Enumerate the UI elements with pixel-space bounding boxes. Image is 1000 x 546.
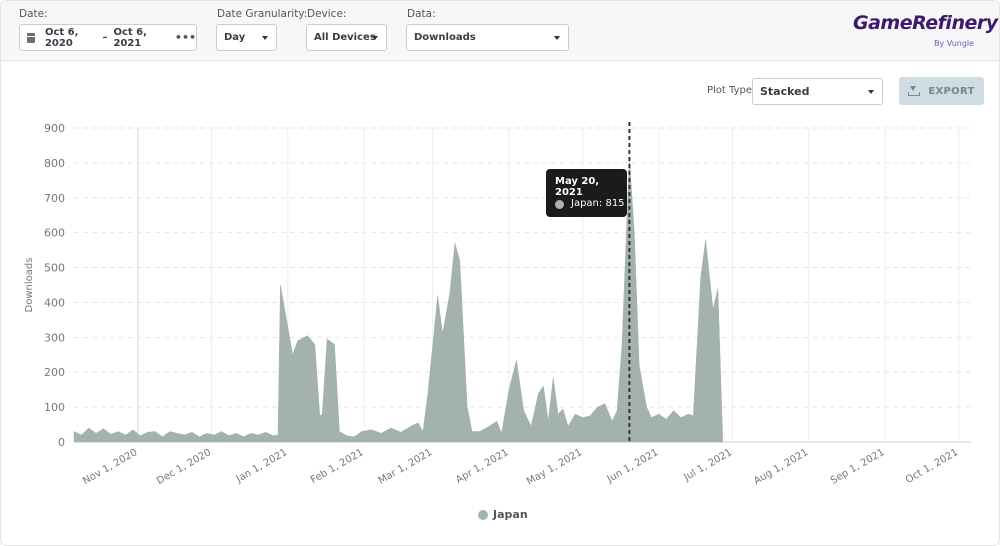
area-japan xyxy=(73,157,724,443)
x-tick-label: Sep 1, 2021 xyxy=(829,447,887,487)
tooltip-date: May 20, 2021 xyxy=(555,176,600,198)
device-select[interactable]: All Devices xyxy=(306,24,387,51)
x-tick-label: Apr 1, 2021 xyxy=(454,447,510,486)
date-start: Oct 6, 2020 xyxy=(44,26,79,49)
device-label: Device: xyxy=(307,8,347,20)
x-tick-label: Aug 1, 2021 xyxy=(752,447,810,487)
y-axis-ticks: 0 100 200 300 400 500 600 700 800 900 xyxy=(44,122,65,449)
date-label: Date: xyxy=(19,8,48,20)
filter-bar: Date: Oct 6, 2020 – Oct 6, 2021 ••• Date… xyxy=(1,1,999,61)
plot-type-value: Stacked xyxy=(760,85,810,98)
x-tick-label: Jun 1, 2021 xyxy=(605,447,661,486)
y-tick-label: 300 xyxy=(44,331,65,344)
chart-legend[interactable]: Japan xyxy=(478,508,528,521)
x-axis-ticks: Nov 1, 2020 Dec 1, 2020 Jan 1, 2021 Feb 1, … xyxy=(81,447,960,488)
data-select[interactable]: Downloads xyxy=(406,24,569,51)
y-tick-label: 400 xyxy=(44,296,65,309)
y-tick-label: 100 xyxy=(44,401,65,414)
y-tick-label: 900 xyxy=(44,122,65,135)
y-tick-label: 700 xyxy=(44,192,65,205)
x-tick-label: Jan 1, 2021 xyxy=(234,447,290,485)
y-axis-label: Downloads xyxy=(24,258,35,313)
x-tick-label: Oct 1, 2021 xyxy=(904,447,960,486)
plot-type-label: Plot Type: xyxy=(707,85,756,96)
x-tick-label: Feb 1, 2021 xyxy=(309,447,366,486)
tooltip-series-dot xyxy=(555,200,564,209)
calendar-icon xyxy=(27,32,37,43)
chart-tooltip: May 20, 2021 Japan: 815 xyxy=(546,169,627,217)
y-tick-label: 600 xyxy=(44,227,65,240)
grid-lines xyxy=(74,127,971,443)
granularity-select[interactable]: Day xyxy=(216,24,277,51)
brand-subtitle: By Vungle xyxy=(934,39,975,48)
date-end: Oct 6, 2021 xyxy=(113,26,147,49)
legend-label-japan: Japan xyxy=(493,508,528,521)
plot-type-select[interactable]: Stacked xyxy=(752,78,883,105)
date-range-picker[interactable]: Oct 6, 2020 – Oct 6, 2021 ••• xyxy=(19,24,197,51)
chevron-down-icon xyxy=(554,36,560,40)
x-tick-label: Nov 1, 2020 xyxy=(81,447,139,487)
date-separator: – xyxy=(102,32,108,43)
export-button[interactable]: EXPORT xyxy=(899,77,984,105)
data-value: Downloads xyxy=(414,32,476,43)
x-tick-label: Mar 1, 2021 xyxy=(377,447,435,487)
brand-logo: GameRefinery xyxy=(853,12,998,34)
chevron-down-icon xyxy=(372,36,378,40)
y-tick-label: 200 xyxy=(44,366,65,379)
y-tick-label: 800 xyxy=(44,157,65,170)
tooltip-value: Japan: 815 xyxy=(571,198,625,209)
chevron-down-icon xyxy=(868,90,874,94)
x-tick-label: Jul 1, 2021 xyxy=(681,447,734,484)
y-tick-label: 500 xyxy=(44,262,65,275)
y-tick-label: 0 xyxy=(58,436,65,449)
legend-swatch xyxy=(478,509,488,520)
x-tick-label: Dec 1, 2020 xyxy=(155,447,213,487)
x-tick-label: May 1, 2021 xyxy=(525,447,584,488)
tooltip-series-value: 815 xyxy=(605,198,625,209)
chevron-down-icon xyxy=(262,36,268,40)
device-value: All Devices xyxy=(314,32,376,43)
granularity-value: Day xyxy=(224,32,246,43)
data-label: Data: xyxy=(407,8,436,20)
more-options-icon[interactable]: ••• xyxy=(174,31,197,44)
series-layer xyxy=(73,157,724,443)
download-icon xyxy=(908,86,921,96)
tooltip-series-name: Japan xyxy=(571,198,599,209)
granularity-label: Date Granularity: xyxy=(217,8,308,20)
export-label: EXPORT xyxy=(928,85,975,97)
